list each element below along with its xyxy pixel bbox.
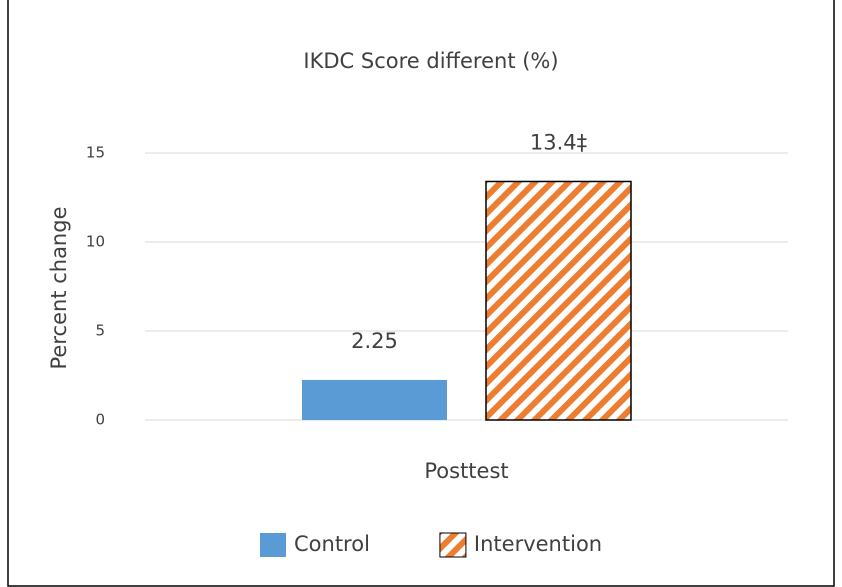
data-label: 2.25 (351, 329, 398, 353)
y-tick-label: 10 (86, 233, 105, 251)
y-tick-label: 5 (95, 322, 105, 340)
bar (485, 180, 632, 421)
y-axis-label: Percent change (47, 207, 71, 370)
legend-swatch (439, 532, 467, 558)
bar (302, 379, 447, 420)
legend-label: Intervention (474, 532, 602, 556)
y-tick-label: 15 (86, 144, 105, 162)
chart-title: IKDC Score different (%) (303, 49, 558, 73)
legend-label: Control (294, 532, 370, 556)
legend-swatch (260, 533, 286, 557)
x-tick-label: Posttest (424, 459, 508, 483)
chart-frame (7, 0, 835, 587)
y-tick-label: 0 (95, 411, 105, 429)
data-label: 13.4‡ (530, 130, 587, 154)
